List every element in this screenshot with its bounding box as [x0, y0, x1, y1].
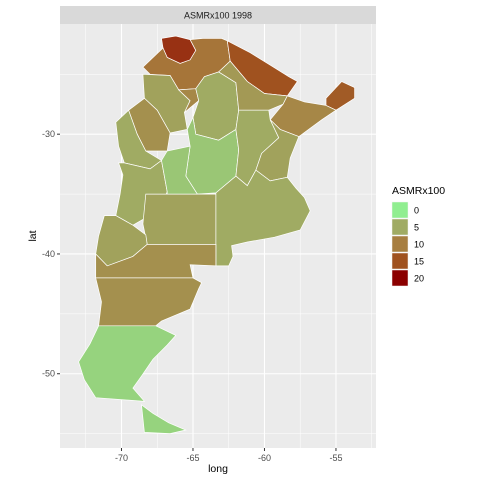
- plot-panel: [60, 24, 376, 448]
- legend-key-swatch: [392, 219, 408, 235]
- y-tick-label: -50: [42, 369, 55, 379]
- x-tick-label: -60: [258, 453, 271, 463]
- legend-key-swatch: [392, 236, 408, 252]
- x-axis-title: long: [208, 463, 228, 475]
- legend-key-label: 5: [414, 223, 419, 233]
- x-tick-label: -65: [186, 453, 199, 463]
- legend-key-label: 10: [414, 240, 424, 250]
- y-tick-label: -40: [42, 249, 55, 259]
- legend-key-swatch: [392, 270, 408, 286]
- legend-keys: 0 5 10 15 20: [392, 202, 424, 286]
- y-axis: -50 -40 -30: [42, 129, 60, 379]
- legend-key-swatch: [392, 253, 408, 269]
- x-tick-label: -70: [115, 453, 128, 463]
- legend-key-label: 15: [414, 257, 424, 267]
- facet-strip-title: ASMRx100 1998: [184, 11, 252, 21]
- y-tick-label: -30: [42, 129, 55, 139]
- x-axis: -70 -65 -60 -55: [115, 448, 342, 463]
- y-axis-title: lat: [27, 230, 39, 241]
- facet-strip: ASMRx100 1998: [60, 6, 376, 24]
- province-la-pampa: [143, 194, 216, 244]
- legend-key-label: 20: [414, 274, 424, 284]
- legend-key-swatch: [392, 202, 408, 218]
- legend-key-label: 0: [414, 206, 419, 216]
- legend: ASMRx100 0 5 10 15 20: [392, 185, 445, 286]
- x-tick-label: -55: [329, 453, 342, 463]
- legend-title: ASMRx100: [392, 185, 445, 197]
